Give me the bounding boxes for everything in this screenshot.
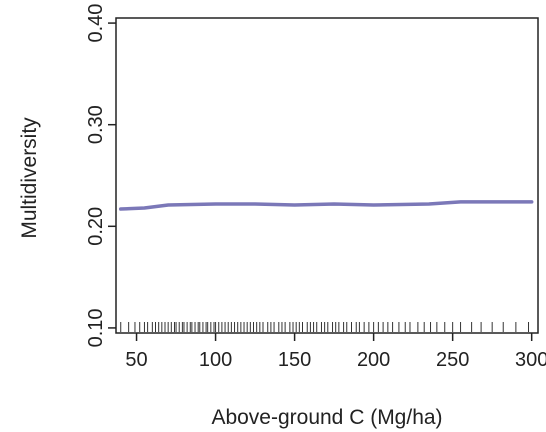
series-line	[118, 200, 534, 211]
x-tick-label: 300	[515, 349, 546, 371]
y-tick-label: 0.40	[85, 4, 107, 43]
y-axis: 0.10 0.20 0.30 0.40	[85, 4, 116, 347]
rug-marks	[120, 322, 530, 332]
y-tick-label: 0.10	[85, 308, 107, 347]
x-tick-label: 250	[436, 349, 469, 371]
y-tick-label: 0.30	[85, 105, 107, 144]
x-tick-label: 200	[357, 349, 390, 371]
x-axis-title: Above-ground C (Mg/ha)	[211, 406, 442, 429]
series-group	[118, 200, 534, 211]
x-tick-label: 100	[199, 349, 232, 371]
plot-frame	[115, 17, 539, 334]
x-tick-label: 150	[278, 349, 311, 371]
x-axis: 50 100 150 200 250 300	[125, 333, 546, 371]
x-tick-label: 50	[125, 349, 147, 371]
y-axis-title: Multidiversity	[18, 117, 41, 239]
y-tick-label: 0.20	[85, 207, 107, 246]
